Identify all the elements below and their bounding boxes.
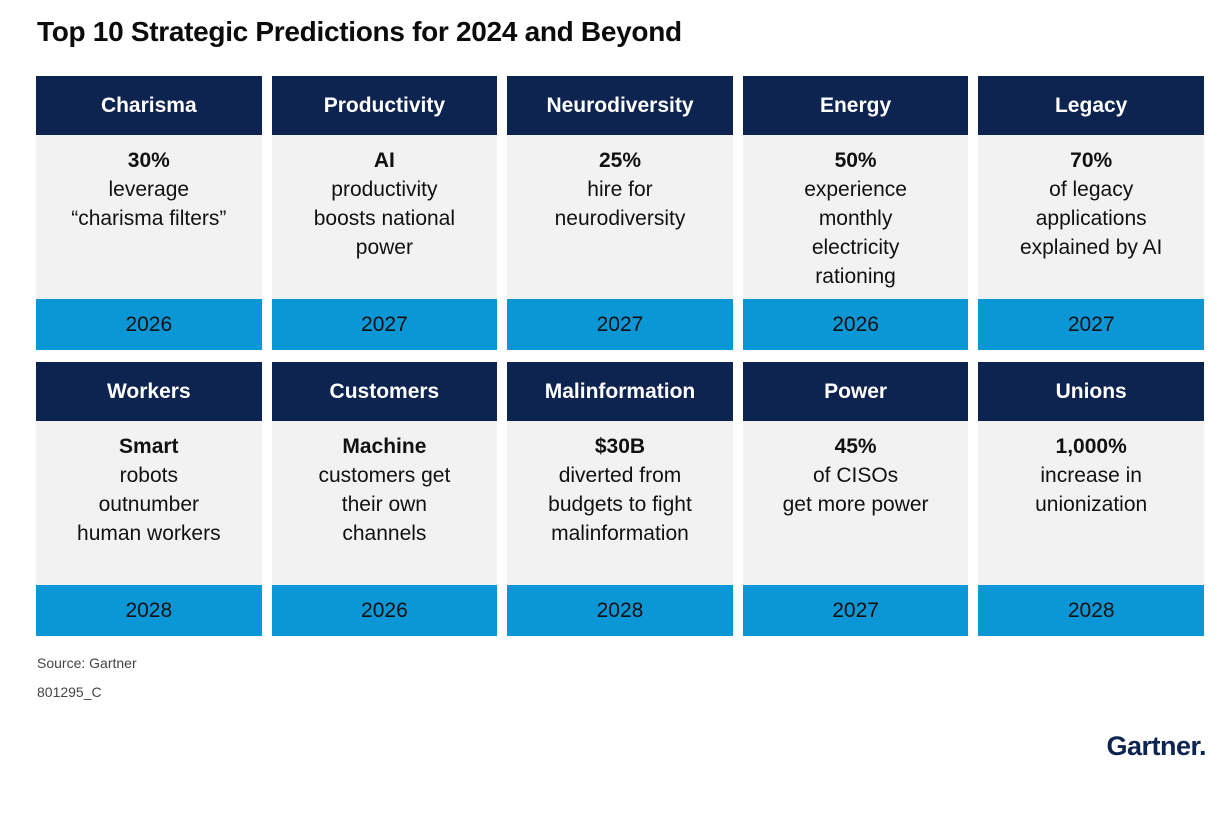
card-description: hire for neurodiversity <box>554 178 686 230</box>
predictions-grid: Charisma 30% leverage “charisma filters”… <box>36 76 1204 648</box>
source-note: Source: Gartner <box>37 655 137 671</box>
card-description: robots outnumber human workers <box>77 464 221 545</box>
card-stat: Machine <box>342 435 427 458</box>
card-year: 2028 <box>36 585 262 636</box>
prediction-card-charisma: Charisma 30% leverage “charisma filters”… <box>36 76 262 350</box>
gartner-logo: Gartner. <box>1106 731 1206 761</box>
card-header: Customers <box>271 362 498 421</box>
prediction-card-malinformation: Malinformation $30B diverted from budget… <box>507 362 733 636</box>
prediction-card-power: Power 45% of CISOs get more power 2027 <box>742 362 969 636</box>
card-description: customers get their own channels <box>318 464 451 545</box>
card-stat: Smart <box>119 435 179 458</box>
card-description: productivity boosts national power <box>313 178 456 259</box>
card-description: leverage “charisma filters” <box>71 178 227 230</box>
card-year: 2027 <box>978 299 1204 350</box>
card-body: Smart robots outnumber human workers <box>36 421 262 585</box>
predictions-row-1: Charisma 30% leverage “charisma filters”… <box>36 76 1204 350</box>
card-stat: $30B <box>594 435 646 458</box>
card-description: increase in unionization <box>1035 464 1148 516</box>
card-header: Malinformation <box>507 362 733 421</box>
card-stat: AI <box>373 149 395 172</box>
card-header: Power <box>742 362 969 421</box>
card-body: 70% of legacy applications explained by … <box>978 135 1204 299</box>
card-header: Energy <box>742 76 969 135</box>
card-header: Neurodiversity <box>507 76 733 135</box>
prediction-card-workers: Workers Smart robots outnumber human wor… <box>36 362 262 636</box>
prediction-card-productivity: Productivity AI productivity boosts nati… <box>271 76 498 350</box>
card-body: Machine customers get their own channels <box>271 421 498 585</box>
predictions-row-2: Workers Smart robots outnumber human wor… <box>36 362 1204 636</box>
card-body: 1,000% increase in unionization <box>978 421 1204 585</box>
card-description: diverted from budgets to fight malinform… <box>548 464 692 545</box>
card-stat: 50% <box>834 149 877 172</box>
card-year: 2026 <box>271 585 498 636</box>
prediction-card-energy: Energy 50% experience monthly electricit… <box>742 76 969 350</box>
card-body: $30B diverted from budgets to fight mali… <box>507 421 733 585</box>
card-header: Charisma <box>36 76 262 135</box>
card-stat: 1,000% <box>1055 435 1127 458</box>
card-year: 2026 <box>36 299 262 350</box>
card-header: Unions <box>978 362 1204 421</box>
prediction-card-legacy: Legacy 70% of legacy applications explai… <box>978 76 1204 350</box>
card-body: 45% of CISOs get more power <box>742 421 969 585</box>
card-year: 2027 <box>742 585 969 636</box>
prediction-card-customers: Customers Machine customers get their ow… <box>271 362 498 636</box>
card-body: 25% hire for neurodiversity <box>507 135 733 299</box>
card-year: 2028 <box>978 585 1204 636</box>
card-stat: 25% <box>598 149 641 172</box>
page-title: Top 10 Strategic Predictions for 2024 an… <box>37 16 682 47</box>
card-description: of CISOs get more power <box>782 464 929 516</box>
card-description: of legacy applications explained by AI <box>1019 178 1163 259</box>
card-year: 2027 <box>271 299 498 350</box>
prediction-card-neurodiversity: Neurodiversity 25% hire for neurodiversi… <box>507 76 733 350</box>
card-description: experience monthly electricity rationing <box>804 178 907 288</box>
prediction-card-unions: Unions 1,000% increase in unionization 2… <box>978 362 1204 636</box>
card-year: 2028 <box>507 585 733 636</box>
card-header: Workers <box>36 362 262 421</box>
card-year: 2026 <box>742 299 969 350</box>
card-body: 30% leverage “charisma filters” <box>36 135 262 299</box>
card-header: Legacy <box>978 76 1204 135</box>
card-stat: 30% <box>127 149 170 172</box>
card-header: Productivity <box>271 76 498 135</box>
card-body: AI productivity boosts national power <box>271 135 498 299</box>
card-stat: 70% <box>1070 149 1113 172</box>
card-stat: 45% <box>834 435 877 458</box>
card-body: 50% experience monthly electricity ratio… <box>742 135 969 299</box>
card-year: 2027 <box>507 299 733 350</box>
document-code: 801295_C <box>37 684 102 700</box>
